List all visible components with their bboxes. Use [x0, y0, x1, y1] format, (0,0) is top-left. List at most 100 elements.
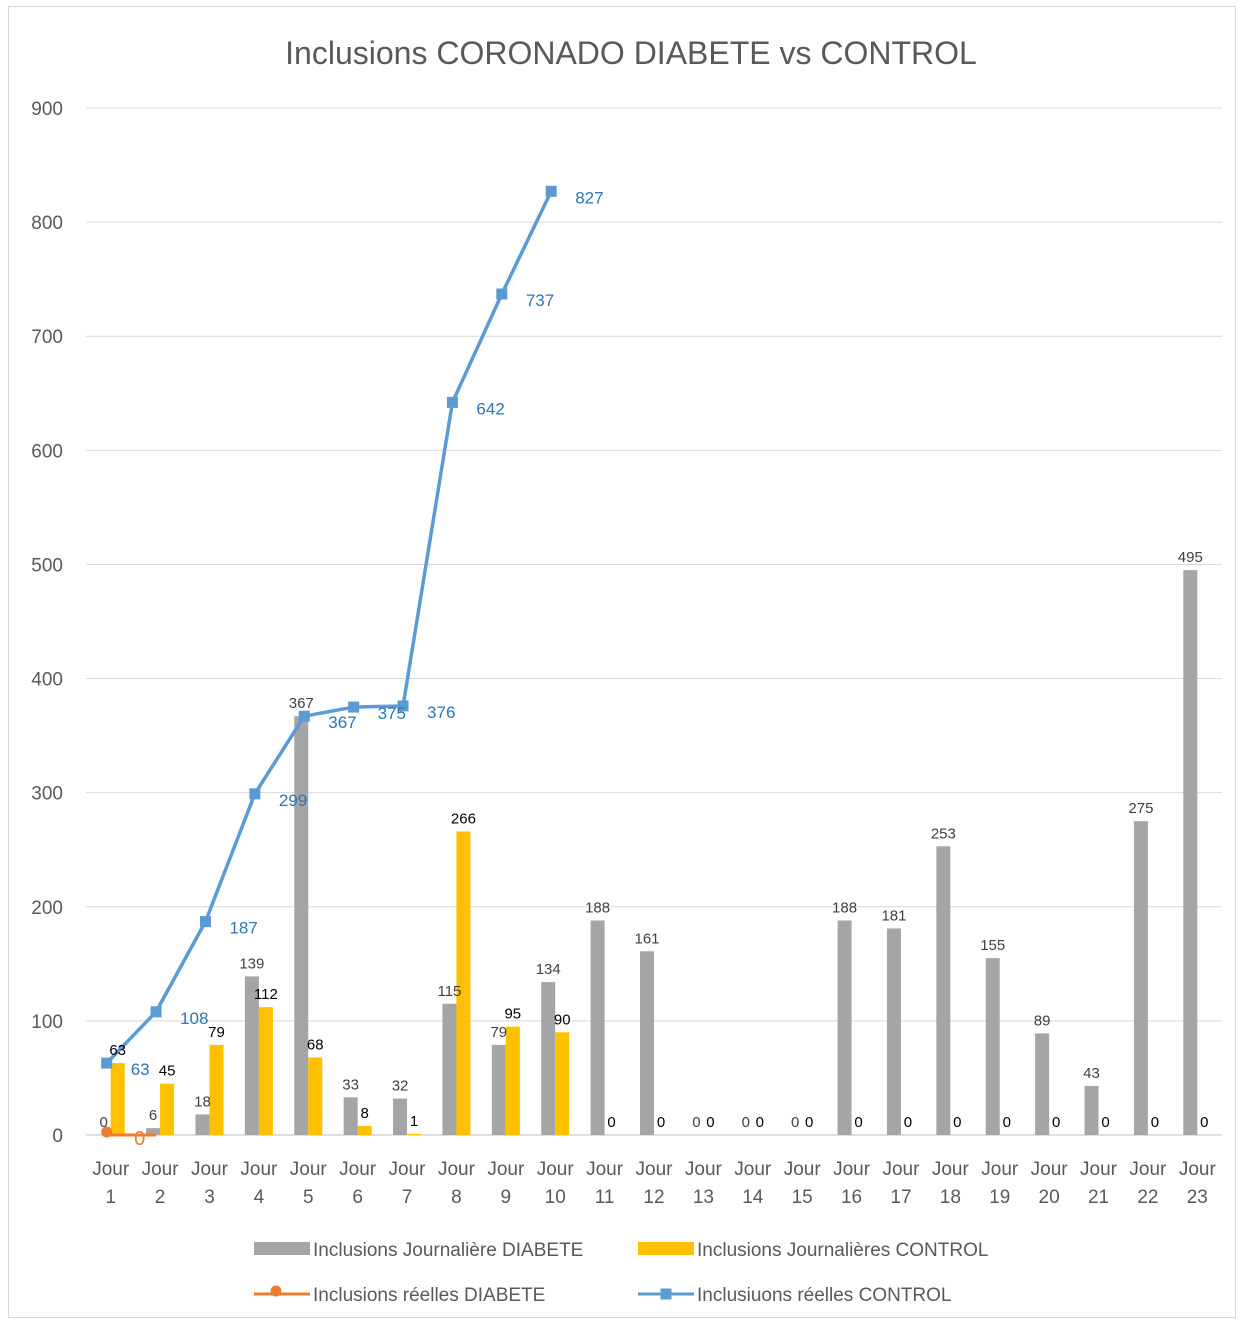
legend-swatch-control-bar — [638, 1242, 694, 1255]
data-label-line-control: 642 — [476, 399, 504, 418]
bar-diabete — [146, 1128, 161, 1135]
x-tick-label: 2 — [155, 1187, 166, 1208]
x-tick-label: 23 — [1187, 1187, 1208, 1208]
line-control-marker — [249, 788, 261, 800]
data-label-line-control: 376 — [427, 703, 455, 722]
x-tick-label: Jour — [1179, 1159, 1217, 1180]
data-label-control: 79 — [208, 1024, 225, 1041]
x-tick-label: Jour — [833, 1159, 871, 1180]
x-tick-label: 20 — [1039, 1187, 1060, 1208]
data-label-control: 0 — [706, 1114, 714, 1131]
y-tick-label: 500 — [31, 555, 63, 576]
data-label-control: 266 — [451, 810, 476, 827]
x-tick-label: 8 — [451, 1187, 462, 1208]
x-tick-label: Jour — [586, 1159, 624, 1180]
data-label-diabete: 32 — [392, 1077, 409, 1094]
x-tick-label: 17 — [890, 1187, 911, 1208]
data-label-diabete: 0 — [692, 1114, 700, 1131]
legend-marker-control-line — [660, 1288, 672, 1300]
x-tick-label: 18 — [940, 1187, 961, 1208]
x-tick-label: Jour — [290, 1159, 328, 1180]
bar-diabete — [1183, 570, 1198, 1135]
y-tick-label: 300 — [31, 784, 63, 805]
bar-diabete — [590, 920, 605, 1135]
data-label-control: 0 — [1101, 1114, 1109, 1131]
bar-diabete — [985, 958, 1000, 1135]
legend-label: Inclusions Journalières CONTROL — [697, 1240, 988, 1261]
bar-control — [308, 1057, 323, 1135]
gridlines — [86, 107, 1222, 1136]
legend-label: Inclusiuons réelles CONTROL — [697, 1285, 951, 1306]
legend-label: Inclusions réelles DIABETE — [313, 1285, 545, 1306]
x-tick-label: 22 — [1137, 1187, 1158, 1208]
y-tick-label: 900 — [31, 99, 63, 120]
bar-diabete — [343, 1097, 358, 1135]
data-label-diabete: 181 — [881, 907, 906, 924]
legend-marker-diabete-line — [270, 1285, 282, 1297]
data-label-diabete: 43 — [1083, 1065, 1100, 1082]
x-tick-label: Jour — [1031, 1159, 1069, 1180]
data-label-diabete: 134 — [536, 961, 561, 978]
legend-label: Inclusions Journalière DIABETE — [313, 1240, 583, 1261]
data-label-control: 95 — [504, 1006, 521, 1023]
data-label-control: 0 — [854, 1114, 862, 1131]
data-label-line-control: 827 — [575, 188, 603, 207]
x-tick-label: Jour — [537, 1159, 575, 1180]
data-label-control: 68 — [307, 1036, 324, 1053]
data-label-line-control: 375 — [378, 704, 406, 723]
bar-diabete — [393, 1098, 408, 1135]
x-tick-label: Jour — [240, 1159, 278, 1180]
x-tick-label: 6 — [352, 1187, 363, 1208]
x-tick-label: Jour — [339, 1159, 377, 1180]
data-label-line-control: 187 — [229, 919, 257, 938]
data-label-diabete: 155 — [980, 937, 1005, 954]
data-label-control: 0 — [657, 1114, 665, 1131]
data-label-diabete: 188 — [585, 899, 610, 916]
y-tick-label: 100 — [31, 1012, 63, 1033]
line-control-marker — [496, 288, 508, 300]
data-label-control: 0 — [953, 1114, 961, 1131]
data-label-diabete: 89 — [1034, 1012, 1051, 1029]
bar-control — [110, 1063, 125, 1135]
data-label-diabete: 0 — [742, 1114, 750, 1131]
line-control-marker — [545, 185, 557, 197]
data-label-line-control: 737 — [526, 291, 554, 310]
data-label-control: 0 — [1052, 1114, 1060, 1131]
bar-diabete — [1084, 1085, 1099, 1135]
bar-control — [209, 1044, 224, 1135]
data-label-line-control: 367 — [328, 713, 356, 732]
data-label-diabete: 275 — [1128, 800, 1153, 817]
legend: Inclusions Journalière DIABETE Inclusions… — [254, 1240, 988, 1306]
data-label-diabete: 253 — [931, 825, 956, 842]
x-axis-ticks: Jour 1 Jour 2 Jour 3 Jour 4 Jour 5 Jour 6 Jour 7 Jour 8… — [92, 1159, 1216, 1208]
data-label-diabete: 0 — [100, 1114, 108, 1131]
line-control-marker — [348, 701, 360, 713]
line-control — [105, 190, 553, 1065]
line-control-marker — [397, 700, 409, 712]
x-tick-label: 3 — [204, 1187, 215, 1208]
bar-diabete — [936, 846, 951, 1135]
data-label-diabete: 495 — [1178, 549, 1203, 566]
data-label-line-diabete: 0 — [134, 1128, 145, 1150]
line-control-marker — [101, 1057, 113, 1069]
x-tick-label: Jour — [1080, 1159, 1118, 1180]
data-label-control: 0 — [756, 1114, 764, 1131]
bar-diabete — [294, 716, 309, 1135]
bar-diabete — [837, 920, 852, 1135]
data-label-diabete: 367 — [289, 695, 314, 712]
y-tick-label: 700 — [31, 327, 63, 348]
data-label-diabete: 115 — [437, 983, 461, 1000]
data-label-control: 0 — [607, 1114, 615, 1131]
x-tick-label: 15 — [792, 1187, 813, 1208]
chart-title: Inclusions CORONADO DIABETE vs CONTROL — [285, 35, 977, 71]
bar-diabete — [442, 1003, 457, 1135]
x-tick-label: Jour — [882, 1159, 920, 1180]
y-tick-label: 200 — [31, 898, 63, 919]
data-label-line-control: 299 — [279, 791, 307, 810]
x-tick-label: 12 — [643, 1187, 664, 1208]
lines — [101, 185, 557, 1138]
data-label-control: 112 — [254, 986, 278, 1003]
x-tick-label: Jour — [636, 1159, 674, 1180]
x-tick-label: 13 — [693, 1187, 714, 1208]
